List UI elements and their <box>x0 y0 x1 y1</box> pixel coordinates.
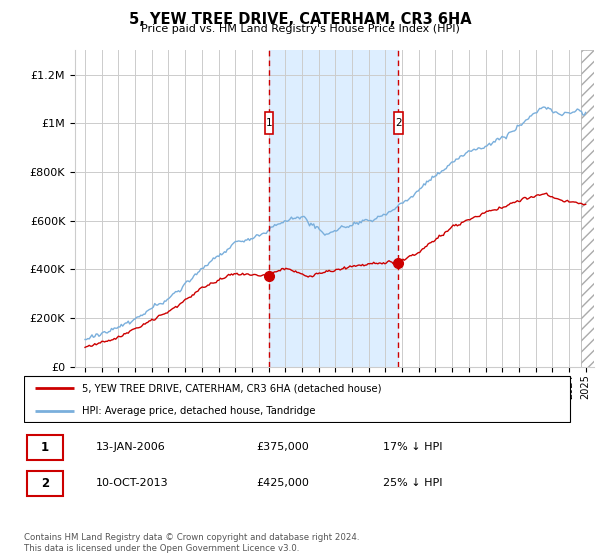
Text: 10-OCT-2013: 10-OCT-2013 <box>96 478 169 488</box>
Bar <box>269 50 398 367</box>
Text: 25% ↓ HPI: 25% ↓ HPI <box>383 478 442 488</box>
Text: 17% ↓ HPI: 17% ↓ HPI <box>383 442 442 452</box>
FancyBboxPatch shape <box>27 471 62 496</box>
Text: 2: 2 <box>395 118 402 128</box>
Text: Price paid vs. HM Land Registry's House Price Index (HPI): Price paid vs. HM Land Registry's House … <box>140 24 460 34</box>
FancyBboxPatch shape <box>265 113 274 134</box>
FancyBboxPatch shape <box>27 435 62 460</box>
Text: 1: 1 <box>266 118 272 128</box>
Text: £425,000: £425,000 <box>256 478 309 488</box>
FancyBboxPatch shape <box>394 113 403 134</box>
Bar <box>581 50 594 367</box>
FancyBboxPatch shape <box>24 376 571 422</box>
Text: Contains HM Land Registry data © Crown copyright and database right 2024.
This d: Contains HM Land Registry data © Crown c… <box>24 533 359 553</box>
Text: 13-JAN-2006: 13-JAN-2006 <box>96 442 166 452</box>
Text: £375,000: £375,000 <box>256 442 308 452</box>
Text: HPI: Average price, detached house, Tandridge: HPI: Average price, detached house, Tand… <box>82 406 316 416</box>
Text: 5, YEW TREE DRIVE, CATERHAM, CR3 6HA (detached house): 5, YEW TREE DRIVE, CATERHAM, CR3 6HA (de… <box>82 383 382 393</box>
Text: 1: 1 <box>41 441 49 454</box>
Text: 2: 2 <box>41 477 49 490</box>
Text: 5, YEW TREE DRIVE, CATERHAM, CR3 6HA: 5, YEW TREE DRIVE, CATERHAM, CR3 6HA <box>128 12 472 27</box>
